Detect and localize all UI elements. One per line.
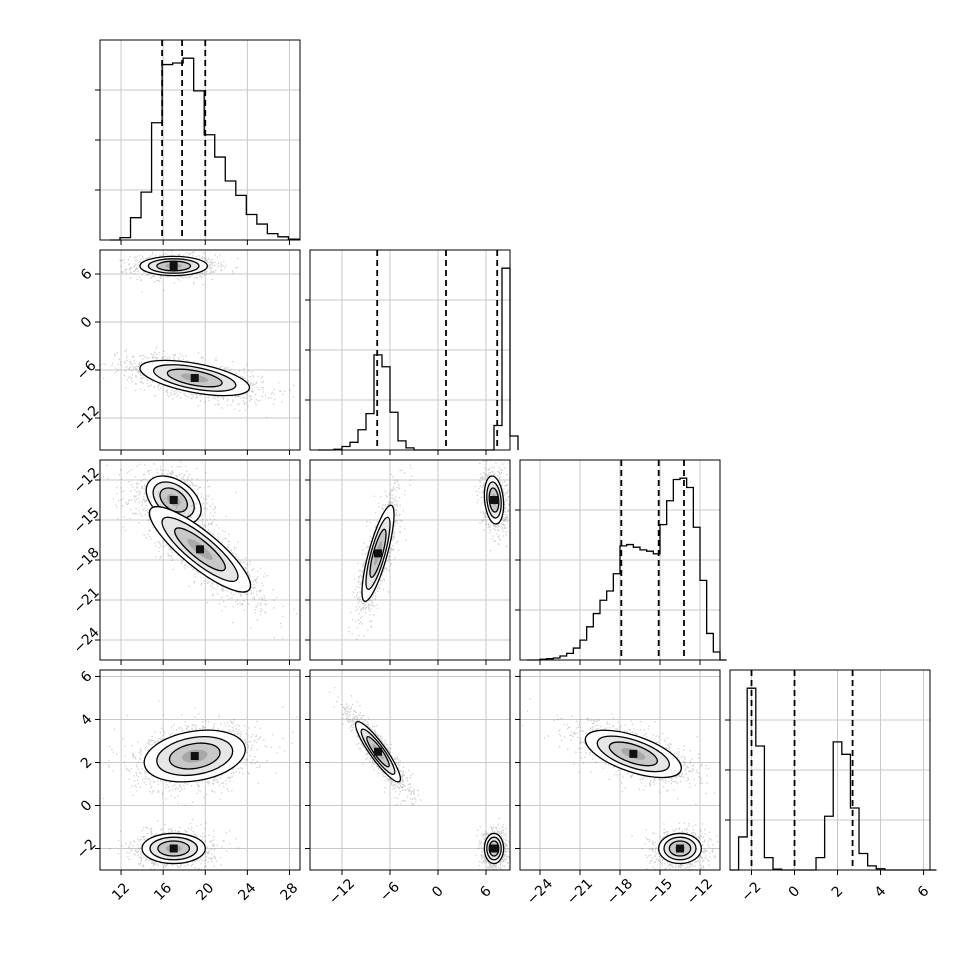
axes-frame <box>729 669 931 871</box>
y-tick-label: 6 <box>78 266 96 284</box>
density-peak <box>190 752 199 761</box>
y-tick-label: −24 <box>71 625 103 657</box>
x-tick-label: −21 <box>564 876 596 908</box>
density-peak <box>629 749 638 758</box>
density-peak <box>196 545 204 554</box>
y-tick-label: −15 <box>71 505 103 537</box>
x-tick-label: 6 <box>915 883 933 901</box>
y-tick-label: 2 <box>78 754 96 772</box>
x-tick-label: 2 <box>829 883 847 901</box>
x-tick-label: −15 <box>644 876 676 908</box>
histogram-panel <box>725 669 937 871</box>
scatter-panel <box>519 669 721 871</box>
x-tick-label: −2 <box>739 879 765 905</box>
panel-content <box>310 670 510 870</box>
panel-content <box>520 670 720 870</box>
y-tick-label: 0 <box>78 797 96 815</box>
histogram-step <box>526 477 727 661</box>
x-tick-label: −12 <box>326 876 358 908</box>
x-tick-label: −24 <box>524 876 556 908</box>
histogram-panel <box>515 459 727 661</box>
density-peak <box>490 844 498 853</box>
x-tick-label: −6 <box>377 879 403 905</box>
x-tick-label: 24 <box>235 880 259 904</box>
y-tick-label: −12 <box>71 465 103 497</box>
panel-content <box>100 670 300 870</box>
y-tick-label: −6 <box>74 358 100 384</box>
density-peak <box>169 496 178 504</box>
histogram-step <box>318 267 519 451</box>
scatter-points <box>109 818 239 870</box>
y-tick-label: 0 <box>78 314 96 332</box>
scatter-panel <box>309 459 511 661</box>
panel-content <box>310 460 510 660</box>
y-tick-label: 6 <box>78 668 96 686</box>
axes-frame <box>309 669 511 871</box>
y-tick-label: −2 <box>74 836 100 862</box>
x-tick-label: −18 <box>604 876 636 908</box>
x-tick-label: −12 <box>684 876 716 908</box>
panel-content <box>100 250 300 450</box>
histogram-panel <box>305 249 519 451</box>
axes-frame <box>99 39 301 241</box>
axes-frame <box>99 249 301 451</box>
histogram-step <box>730 687 937 871</box>
x-tick-label: 6 <box>477 883 495 901</box>
histogram-panel <box>95 39 301 241</box>
x-tick-label: 0 <box>786 883 804 901</box>
y-tick-label: −18 <box>71 545 103 577</box>
density-peak <box>169 262 178 270</box>
density-peak <box>676 844 684 853</box>
x-tick-label: 20 <box>193 880 217 904</box>
density-peak <box>169 844 178 853</box>
scatter-panel <box>99 459 301 661</box>
x-tick-label: 0 <box>429 883 447 901</box>
axes-frame <box>309 249 511 451</box>
x-tick-label: 12 <box>109 880 133 904</box>
density-peak <box>374 747 382 756</box>
scatter-panel <box>99 669 301 871</box>
scatter-panel <box>99 249 301 451</box>
y-tick-label: −12 <box>71 403 103 435</box>
x-tick-label: 4 <box>872 883 890 901</box>
histogram-step <box>109 57 300 241</box>
scatter-panel <box>309 669 511 871</box>
y-tick-label: 4 <box>78 711 96 729</box>
panel-content <box>100 460 300 660</box>
x-tick-label: 16 <box>151 880 175 904</box>
density-peak <box>374 549 382 558</box>
axes-frame <box>99 669 301 871</box>
density-peak <box>190 374 199 382</box>
y-tick-label: −21 <box>71 585 103 617</box>
density-peak <box>490 496 498 504</box>
x-tick-label: 28 <box>278 880 302 904</box>
